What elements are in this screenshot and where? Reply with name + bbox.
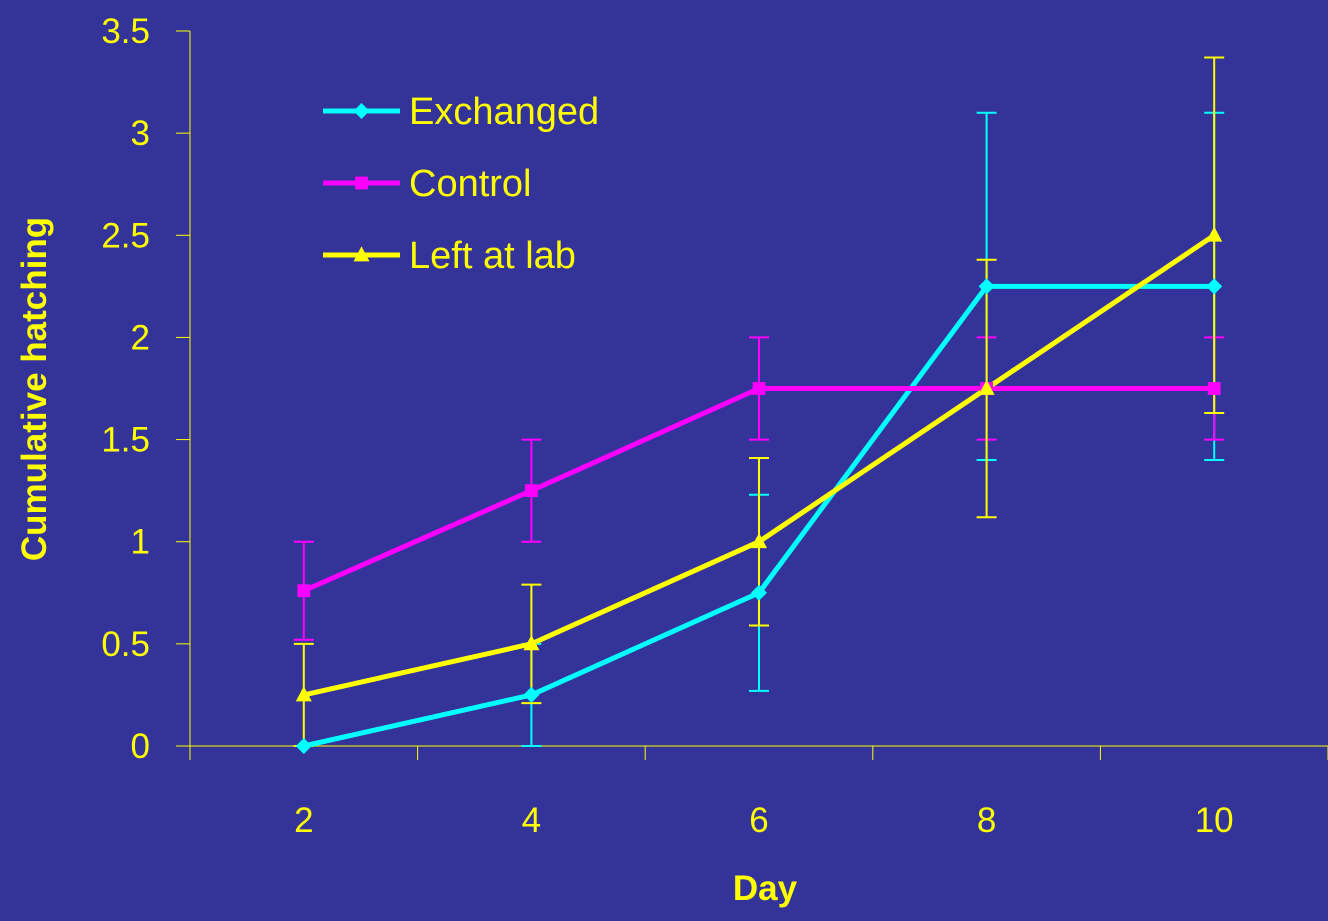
data-point-square: [297, 584, 311, 598]
data-point-triangle: [751, 532, 767, 549]
y-tick-label: 1.5: [101, 421, 150, 460]
data-point-triangle: [295, 686, 312, 702]
legend-label: Left at lab: [409, 235, 576, 277]
data-point-diamond: [523, 686, 540, 703]
y-tick-label: 0: [131, 727, 150, 766]
data-point-square: [525, 484, 538, 498]
y-tick-label: 2: [131, 318, 150, 357]
data-point-square: [1207, 382, 1221, 395]
data-point-diamond: [353, 103, 370, 119]
x-tick-label: 2: [294, 801, 313, 840]
y-tick-label: 1: [131, 523, 150, 562]
x-tick-label: 8: [977, 801, 996, 840]
data-point-triangle: [523, 635, 540, 651]
data-point-diamond: [1206, 278, 1223, 295]
legend-label: Control: [409, 163, 532, 205]
y-tick-label: 2.5: [101, 216, 150, 255]
data-point-square: [355, 176, 368, 190]
y-tick-label: 3: [131, 114, 150, 153]
data-point-diamond: [295, 738, 312, 754]
x-axis-title: Day: [733, 869, 798, 908]
data-point-square: [752, 382, 766, 395]
data-point-diamond: [751, 584, 767, 601]
legend: Exchanged Control Left at lab: [323, 91, 599, 277]
x-tick-label: 4: [522, 801, 541, 840]
data-point-triangle: [353, 246, 370, 262]
axes: 0 0.5 1 1.5 2 2.5 3 3.5 2 4 6 8 10: [101, 12, 1328, 840]
x-tick-label: 6: [749, 801, 768, 840]
y-axis-title: Cumulative hatching: [15, 217, 54, 561]
y-tick-label: 0.5: [101, 625, 150, 664]
x-tick-label: 10: [1195, 801, 1234, 840]
data-point-diamond: [978, 278, 995, 295]
data-point-triangle: [978, 379, 995, 395]
data-point-triangle: [1206, 226, 1223, 242]
legend-label: Exchanged: [409, 91, 599, 133]
series-markers: [295, 226, 1223, 754]
y-tick-label: 3.5: [101, 12, 150, 51]
